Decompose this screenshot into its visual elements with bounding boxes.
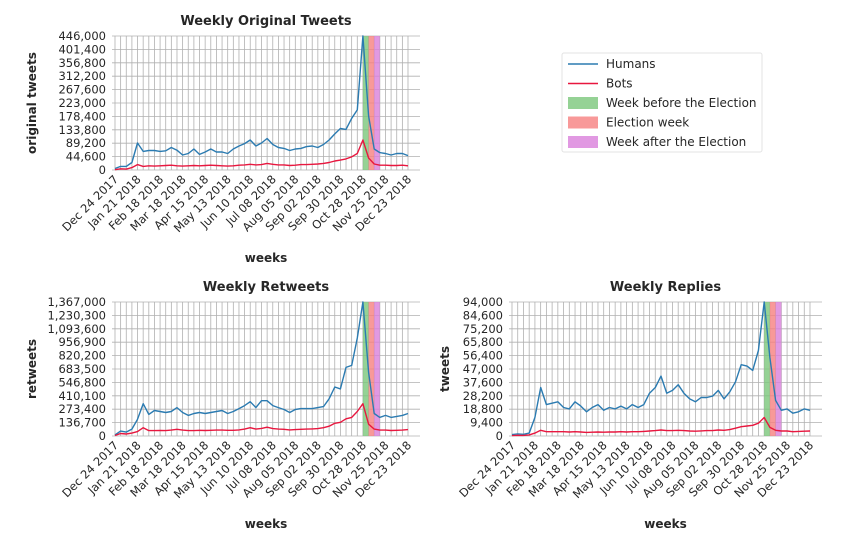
y-tick-label: 0: [99, 429, 106, 443]
series-line-bots: [511, 416, 811, 437]
chart-title: Weekly Original Tweets: [180, 14, 352, 29]
series-line-bots: [114, 403, 409, 437]
y-tick-label: 18,800: [463, 402, 503, 416]
band-election-week: [769, 302, 776, 436]
y-axis-label: tweets: [438, 346, 452, 392]
y-tick-label: 1,093,600: [47, 322, 106, 336]
y-tick-label: 267,600: [58, 83, 106, 97]
y-tick-label: 44,600: [66, 150, 106, 164]
band-week-after: [374, 36, 380, 170]
y-tick-label: 546,800: [58, 375, 106, 389]
band-week-before: [764, 302, 770, 436]
x-axis-label: weeks: [644, 517, 687, 531]
band-week-before: [362, 302, 369, 436]
y-tick-label: 683,500: [58, 362, 106, 376]
y-tick-label: 9,400: [470, 416, 503, 430]
legend: Humans Bots Week before the Election Electi…: [561, 52, 763, 153]
y-tick-label: 820,200: [58, 349, 106, 363]
y-tick-label: 178,400: [58, 109, 106, 123]
y-tick-label: 28,200: [463, 389, 503, 403]
y-tick-label: 410,100: [58, 389, 106, 403]
chart-original-tweets: 044,60089,200133,800178,400223,000267,60…: [25, 14, 420, 265]
y-tick-label: 94,000: [463, 295, 503, 309]
legend-frame: [561, 52, 763, 153]
y-tick-label: 89,200: [66, 136, 106, 150]
legend-label: Humans: [606, 57, 656, 71]
y-tick-label: 956,900: [58, 335, 106, 349]
series-line-bots: [114, 139, 409, 171]
y-tick-label: 1,367,000: [47, 295, 106, 309]
y-tick-label: 356,800: [58, 56, 106, 70]
legend-label: Week before the Election: [606, 96, 757, 110]
chart-replies: 09,40018,80028,20037,60047,00056,40065,8…: [438, 280, 822, 531]
chart-title: Weekly Replies: [610, 280, 721, 295]
band-week-after: [374, 302, 380, 436]
band-election-week: [368, 36, 375, 170]
series-line-humans: [114, 301, 409, 436]
chart-retweets: 0136,700273,400410,100546,800683,500820,…: [25, 280, 420, 531]
y-tick-label: 133,800: [58, 123, 106, 137]
legend-swatch-election_week: [568, 116, 598, 129]
y-tick-label: 47,000: [463, 362, 503, 376]
y-tick-label: 1,230,300: [47, 308, 106, 322]
y-tick-label: 401,400: [58, 42, 106, 56]
y-tick-label: 56,400: [463, 349, 503, 363]
band-election-week: [368, 302, 375, 436]
band-week-before: [362, 36, 369, 170]
y-axis-label: original tweets: [25, 52, 39, 154]
legend-swatch-week_after: [568, 136, 598, 148]
band-week-after: [775, 302, 782, 436]
y-tick-label: 136,700: [58, 416, 106, 430]
y-tick-label: 0: [99, 163, 106, 177]
y-tick-label: 446,000: [58, 29, 106, 43]
y-tick-label: 312,200: [58, 69, 106, 83]
legend-label: Week after the Election: [606, 135, 746, 149]
y-tick-label: 84,600: [463, 308, 503, 322]
y-tick-label: 75,200: [463, 322, 503, 336]
chart-title: Weekly Retweets: [203, 280, 330, 295]
y-tick-label: 37,600: [463, 375, 503, 389]
y-tick-label: 0: [496, 429, 503, 443]
series-line-humans: [511, 301, 811, 436]
legend-label: Election week: [606, 116, 689, 130]
y-tick-label: 65,800: [463, 335, 503, 349]
series-line-humans: [114, 35, 409, 170]
y-tick-label: 273,400: [58, 402, 106, 416]
legend-label: Bots: [606, 77, 633, 91]
y-tick-label: 223,000: [58, 96, 106, 110]
x-axis-label: weeks: [245, 517, 288, 531]
legend-swatch-week_before: [568, 97, 598, 109]
x-axis-label: weeks: [245, 251, 288, 265]
y-axis-label: retweets: [25, 339, 39, 399]
